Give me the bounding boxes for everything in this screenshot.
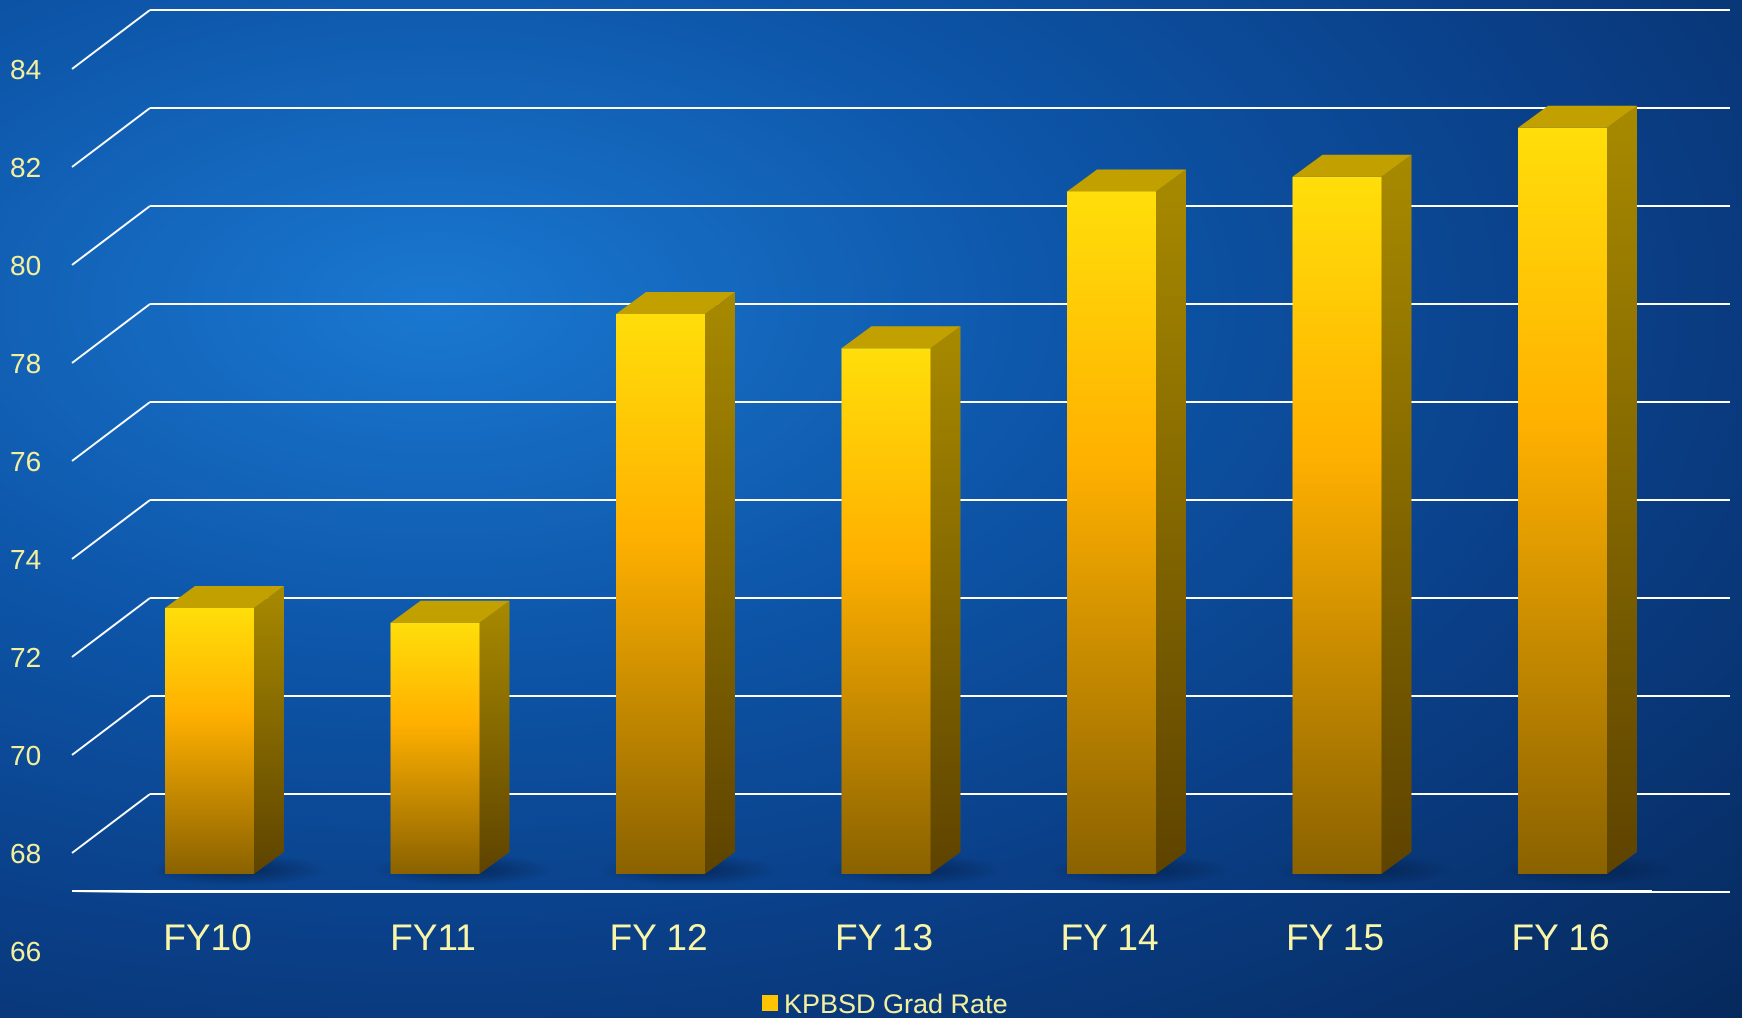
bar-FY 16 bbox=[1500, 105, 1681, 886]
bar-front bbox=[616, 314, 705, 874]
y-tick-label-76: 76 bbox=[10, 446, 41, 477]
bar-FY11 bbox=[373, 600, 553, 886]
bar-top bbox=[390, 600, 510, 623]
y-tick-label-68: 68 bbox=[10, 838, 41, 869]
gridline-side-84 bbox=[71, 9, 151, 70]
y-tick-label-80: 80 bbox=[10, 250, 41, 281]
bar-side bbox=[1381, 154, 1412, 875]
bar-top bbox=[616, 292, 735, 314]
bar-front bbox=[1067, 191, 1156, 874]
gridline-side-70 bbox=[71, 695, 151, 756]
bar-front bbox=[1292, 176, 1382, 875]
y-tick-label-78: 78 bbox=[10, 348, 41, 379]
gridline-side-82 bbox=[71, 107, 151, 168]
gridline-side-74 bbox=[71, 499, 151, 560]
legend-label: KPBSD Grad Rate bbox=[784, 989, 1008, 1018]
bar-top bbox=[165, 586, 284, 608]
gridline-side-78 bbox=[71, 303, 151, 364]
x-tick-label-FY 15: FY 15 bbox=[1286, 917, 1384, 958]
x-tick-label-FY10: FY10 bbox=[163, 917, 251, 958]
bar-side bbox=[930, 326, 961, 874]
legend-swatch bbox=[762, 995, 778, 1011]
bar-top bbox=[1067, 169, 1186, 192]
gridline-side-76 bbox=[71, 401, 151, 462]
bar-FY 14 bbox=[1049, 169, 1230, 886]
bar-side bbox=[1607, 105, 1637, 875]
gridline-side-68 bbox=[71, 793, 151, 854]
y-tick-label-74: 74 bbox=[10, 544, 41, 575]
bar-side bbox=[1156, 169, 1186, 874]
bar-side bbox=[705, 292, 735, 874]
bar-FY 12 bbox=[598, 292, 779, 886]
y-tick-label-70: 70 bbox=[10, 740, 41, 771]
bar-front bbox=[390, 622, 480, 874]
bar-top bbox=[841, 326, 961, 349]
y-tick-label-66: 66 bbox=[10, 936, 41, 967]
bar-front bbox=[165, 608, 254, 874]
bar-top bbox=[1292, 154, 1412, 177]
bars bbox=[147, 105, 1681, 886]
x-tick-label-FY 14: FY 14 bbox=[1060, 917, 1158, 958]
x-tick-label-FY11: FY11 bbox=[390, 917, 476, 958]
gridline-side-72 bbox=[71, 597, 151, 658]
bar-FY 13 bbox=[824, 326, 1004, 886]
x-tick-label-FY 12: FY 12 bbox=[609, 917, 707, 958]
bar-front bbox=[1518, 127, 1607, 875]
y-tick-label-82: 82 bbox=[10, 152, 41, 183]
x-tick-label-FY 16: FY 16 bbox=[1511, 917, 1609, 958]
bar-top bbox=[1518, 105, 1637, 128]
legend: KPBSD Grad Rate bbox=[762, 989, 1008, 1018]
gridline-side-80 bbox=[71, 205, 151, 266]
y-tick-label-84: 84 bbox=[10, 54, 41, 85]
y-tick-label-72: 72 bbox=[10, 642, 41, 673]
bar-side bbox=[479, 600, 510, 874]
bar-side bbox=[254, 586, 284, 874]
bar-front bbox=[841, 348, 931, 874]
bar-FY 15 bbox=[1275, 154, 1455, 886]
x-axis-labels: FY10 FY11 FY 12 FY 13 FY 14 FY 15 FY 16 bbox=[163, 917, 1609, 958]
bar-FY10 bbox=[147, 586, 328, 886]
y-axis-ticks: 66 68 70 72 74 76 78 80 82 84 bbox=[10, 54, 41, 967]
x-tick-label-FY 13: FY 13 bbox=[835, 917, 933, 958]
